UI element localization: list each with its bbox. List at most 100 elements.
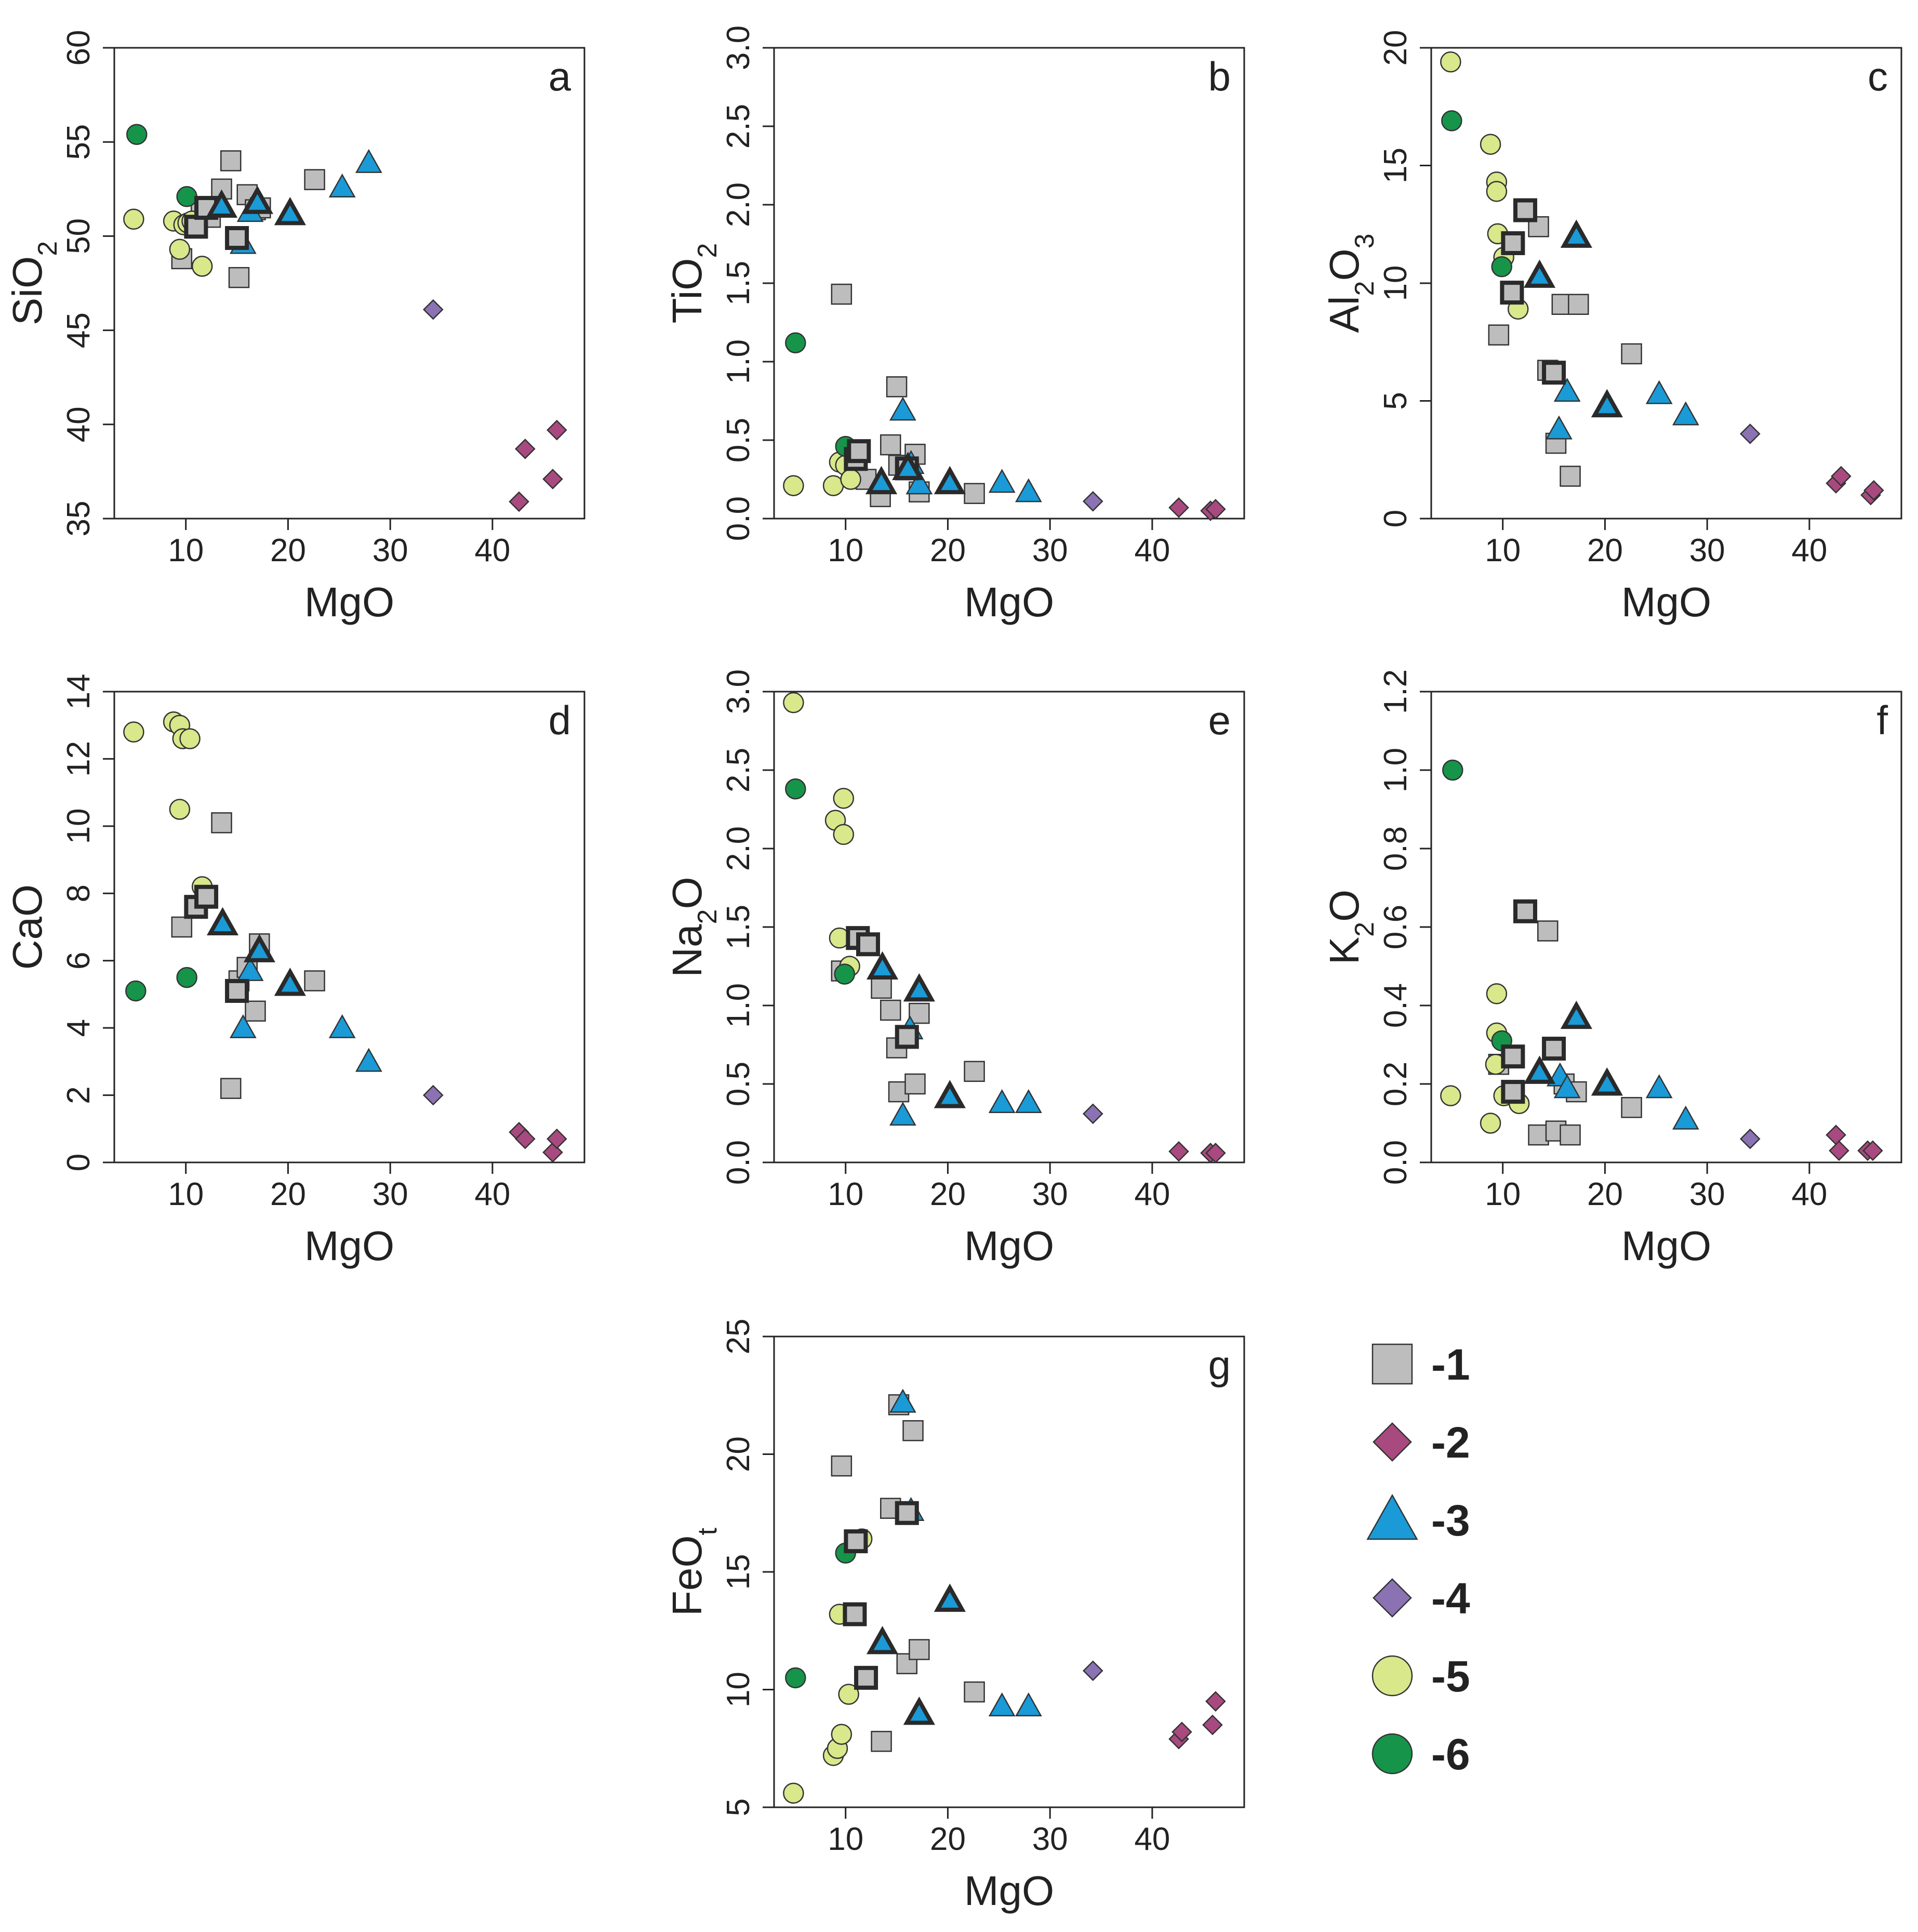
panel-letter: g	[1208, 1342, 1231, 1388]
legend-marker-diamond	[1373, 1422, 1412, 1462]
data-point-group-3	[889, 1102, 916, 1126]
x-tick-label: 20	[930, 533, 966, 568]
data-point-group-2	[509, 491, 529, 512]
y-axis-label: SiO2	[4, 241, 63, 325]
data-point-group-1	[964, 1681, 985, 1703]
x-tick-label: 10	[168, 1176, 204, 1212]
data-point-group-3-bold	[274, 968, 306, 996]
data-point-group-3	[230, 1014, 257, 1038]
y-tick-label: 35	[61, 501, 97, 537]
data-point-group-2	[515, 439, 536, 459]
data-point-group-1	[871, 977, 892, 999]
y-tick-label: 0.6	[1378, 905, 1414, 949]
data-point-group-4	[1083, 1660, 1103, 1682]
x-tick-label: 20	[270, 533, 306, 568]
data-point-group-5	[840, 469, 861, 490]
data-point-group-1	[964, 483, 985, 504]
data-point-group-2	[1205, 1691, 1226, 1712]
data-point-group-1-bold	[1542, 1037, 1566, 1061]
data-point-group-1	[1568, 294, 1589, 315]
data-point-group-1	[171, 916, 193, 938]
x-tick-label: 10	[1485, 1176, 1521, 1212]
data-point-group-6	[126, 124, 148, 145]
y-tick-label: 12	[61, 741, 97, 777]
data-point-group-2	[547, 1128, 567, 1149]
data-point-group-2	[1205, 1143, 1226, 1163]
data-point-group-5	[833, 788, 855, 809]
data-point-group-4	[423, 1084, 444, 1106]
data-point-group-1	[1621, 343, 1642, 365]
data-point-group-1-bold	[1513, 899, 1537, 923]
x-tick-label: 30	[1032, 533, 1068, 568]
data-point-group-1	[831, 1455, 853, 1477]
y-axis-label: Na2O	[664, 877, 723, 977]
data-point-group-2	[1168, 1141, 1189, 1162]
y-tick-label: 15	[1378, 148, 1414, 183]
data-point-group-3	[1546, 415, 1573, 440]
y-tick-label: 0	[1378, 510, 1414, 527]
y-tick-label: 40	[61, 406, 97, 442]
data-point-group-3	[889, 1388, 916, 1413]
x-tick-label: 40	[1791, 533, 1827, 568]
data-point-group-1	[304, 970, 325, 991]
y-tick-label: 10	[61, 808, 97, 844]
data-point-group-1	[304, 169, 325, 190]
x-tick-label: 10	[168, 533, 204, 568]
y-tick-label: 1.2	[1378, 669, 1414, 714]
data-point-group-3-bold	[1591, 1067, 1623, 1096]
data-point-group-3	[1015, 478, 1042, 502]
x-tick-label: 20	[1587, 1176, 1623, 1212]
data-point-group-3-bold	[1560, 219, 1592, 248]
y-tick-label: 60	[61, 30, 97, 66]
data-point-group-1-bold	[1542, 361, 1566, 385]
data-point-group-1-bold	[895, 1025, 919, 1049]
x-tick-label: 10	[828, 1176, 863, 1212]
data-point-group-1	[964, 1061, 985, 1082]
data-point-group-2	[1202, 1714, 1223, 1736]
data-point-group-5	[1486, 181, 1508, 202]
x-axis-label: MgO	[1621, 1223, 1711, 1269]
x-axis-label: MgO	[964, 1223, 1054, 1269]
data-point-group-1	[909, 1639, 930, 1660]
data-point-group-2	[1171, 1722, 1192, 1742]
data-point-group-3-bold	[205, 189, 238, 218]
data-point-group-2	[1831, 466, 1852, 487]
data-point-group-1	[1560, 1124, 1581, 1146]
data-point-group-3	[236, 957, 264, 981]
data-point-group-3	[1553, 1074, 1581, 1099]
data-point-group-3	[1015, 1089, 1042, 1114]
data-point-group-6	[176, 967, 197, 988]
data-point-group-1-bold	[1500, 281, 1524, 305]
data-point-group-1-bold	[856, 932, 880, 957]
data-point-group-5	[831, 1724, 853, 1745]
data-point-group-1-bold	[843, 1602, 867, 1626]
legend-item-6: -6	[1371, 1730, 1470, 1779]
data-point-group-1	[228, 267, 250, 288]
y-axis-label: FeOt	[664, 1527, 723, 1616]
data-point-group-3	[1672, 1105, 1699, 1130]
data-point-group-1-bold	[844, 1529, 868, 1554]
data-point-group-1	[1488, 324, 1510, 346]
data-point-group-1	[245, 1000, 266, 1022]
x-tick-label: 20	[270, 1176, 306, 1212]
data-point-group-6	[1442, 759, 1463, 781]
data-point-group-1-bold	[1501, 1080, 1525, 1104]
data-point-group-5	[169, 239, 191, 260]
data-point-group-1-bold	[225, 978, 249, 1003]
y-tick-label: 3.0	[721, 25, 756, 70]
data-point-group-1	[211, 812, 232, 833]
y-tick-label: 4	[61, 1019, 97, 1037]
data-point-group-1	[1560, 466, 1581, 487]
data-point-group-2	[1826, 1124, 1846, 1145]
y-tick-label: 1.0	[1378, 748, 1414, 792]
y-axis-label: Al2O3	[1321, 233, 1380, 333]
y-tick-label: 5	[1378, 392, 1414, 409]
x-axis-label: MgO	[304, 579, 394, 625]
y-tick-label: 2	[61, 1086, 97, 1104]
data-point-group-6	[834, 963, 855, 985]
legend-item-4: -4	[1373, 1574, 1470, 1623]
y-axis-label: K2O	[1321, 890, 1380, 965]
data-point-group-5	[1486, 983, 1508, 1004]
data-point-group-3-bold	[865, 466, 898, 495]
data-point-group-2	[542, 469, 563, 489]
